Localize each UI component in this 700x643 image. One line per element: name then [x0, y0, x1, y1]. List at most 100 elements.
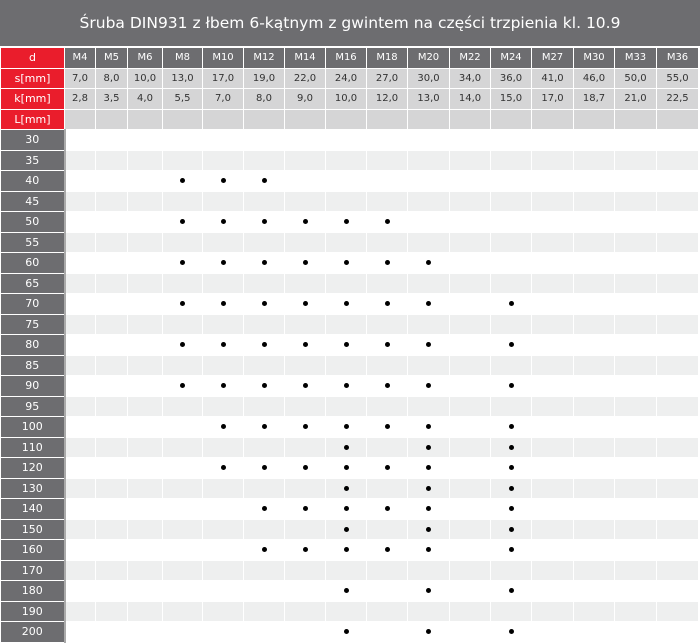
- availability-dot-icon: [426, 301, 431, 307]
- availability-cell: [162, 293, 203, 315]
- availability-cell: [366, 272, 408, 294]
- availability-dot-icon: [302, 547, 308, 553]
- availability-dot-icon: [384, 506, 390, 512]
- availability-cell: [284, 272, 326, 294]
- availability-cell: [284, 211, 326, 233]
- row-label-L: L[mm]: [0, 108, 65, 130]
- availability-cell: [64, 252, 96, 274]
- availability-cell: [162, 375, 203, 397]
- availability-cell: [366, 416, 408, 438]
- availability-cell: [202, 477, 244, 499]
- availability-cell: [243, 231, 285, 253]
- availability-dot-icon: [426, 547, 431, 553]
- k-row-cell: 3,5: [95, 88, 128, 110]
- availability-cell: [95, 354, 128, 376]
- availability-cell: [366, 334, 408, 356]
- availability-cell: [449, 580, 491, 602]
- availability-cell: [407, 518, 450, 540]
- availability-cell: [449, 539, 491, 561]
- availability-cell: [573, 272, 615, 294]
- availability-cell: [127, 375, 163, 397]
- availability-dot-icon: [343, 526, 349, 532]
- availability-cell: [449, 600, 491, 622]
- availability-cell: [449, 416, 491, 438]
- availability-cell: [64, 334, 96, 356]
- availability-dot-icon: [508, 547, 514, 553]
- availability-cell: [202, 498, 244, 520]
- availability-cell: [162, 559, 203, 581]
- availability-cell: [366, 170, 408, 192]
- availability-dot-icon: [302, 342, 308, 348]
- availability-cell: [573, 334, 615, 356]
- length-label: 110: [0, 436, 66, 458]
- k-row-cell: 9,0: [284, 88, 326, 110]
- length-label: 85: [0, 354, 66, 376]
- k-row-cell: 12,0: [366, 88, 408, 110]
- availability-cell: [614, 600, 657, 622]
- availability-cell: [202, 211, 244, 233]
- availability-dot-icon: [508, 424, 514, 430]
- length-label: 45: [0, 190, 66, 212]
- availability-cell: [64, 539, 96, 561]
- availability-cell: [243, 539, 285, 561]
- availability-cell: [531, 436, 574, 458]
- availability-cell: [325, 149, 367, 171]
- availability-cell: [531, 498, 574, 520]
- size-header-cell: M4: [64, 47, 96, 69]
- availability-cell: [490, 252, 532, 274]
- availability-dot-icon: [220, 219, 226, 225]
- table-row: 190: [0, 600, 699, 622]
- availability-cell: [95, 129, 128, 151]
- availability-cell: [202, 149, 244, 171]
- availability-cell: [162, 231, 203, 253]
- table-row: 60: [0, 252, 699, 274]
- availability-cell: [202, 457, 244, 479]
- availability-cell: [573, 395, 615, 417]
- availability-dot-icon: [261, 424, 267, 430]
- availability-cell: [449, 477, 491, 499]
- availability-cell: [202, 170, 244, 192]
- availability-cell: [162, 272, 203, 294]
- availability-cell: [490, 354, 532, 376]
- availability-cell: [127, 293, 163, 315]
- availability-cell: [162, 539, 203, 561]
- availability-cell: [243, 395, 285, 417]
- availability-cell: [449, 621, 491, 643]
- availability-cell: [95, 293, 128, 315]
- availability-cell: [95, 211, 128, 233]
- availability-cell: [656, 477, 699, 499]
- availability-dot-icon: [261, 260, 267, 266]
- availability-cell: [243, 211, 285, 233]
- availability-cell: [449, 252, 491, 274]
- availability-cell: [95, 600, 128, 622]
- availability-dot-icon: [508, 526, 514, 532]
- availability-cell: [531, 252, 574, 274]
- availability-cell: [573, 354, 615, 376]
- size-header-cell: [656, 108, 699, 130]
- s-row-cell: 41,0: [531, 67, 574, 89]
- availability-cell: [656, 190, 699, 212]
- availability-cell: [127, 539, 163, 561]
- availability-cell: [573, 231, 615, 253]
- availability-cell: [127, 211, 163, 233]
- availability-cell: [202, 334, 244, 356]
- availability-cell: [95, 580, 128, 602]
- availability-cell: [614, 498, 657, 520]
- availability-dot-icon: [180, 301, 185, 307]
- k-row-cell: 17,0: [531, 88, 574, 110]
- availability-cell: [366, 457, 408, 479]
- availability-cell: [64, 600, 96, 622]
- availability-dot-icon: [384, 465, 390, 471]
- availability-cell: [656, 231, 699, 253]
- availability-cell: [366, 580, 408, 602]
- availability-cell: [366, 477, 408, 499]
- availability-cell: [162, 313, 203, 335]
- availability-cell: [407, 190, 450, 212]
- availability-cell: [407, 559, 450, 581]
- availability-cell: [95, 416, 128, 438]
- table-row: 30: [0, 129, 699, 151]
- availability-cell: [202, 580, 244, 602]
- length-label: 65: [0, 272, 66, 294]
- availability-cell: [366, 375, 408, 397]
- availability-cell: [531, 457, 574, 479]
